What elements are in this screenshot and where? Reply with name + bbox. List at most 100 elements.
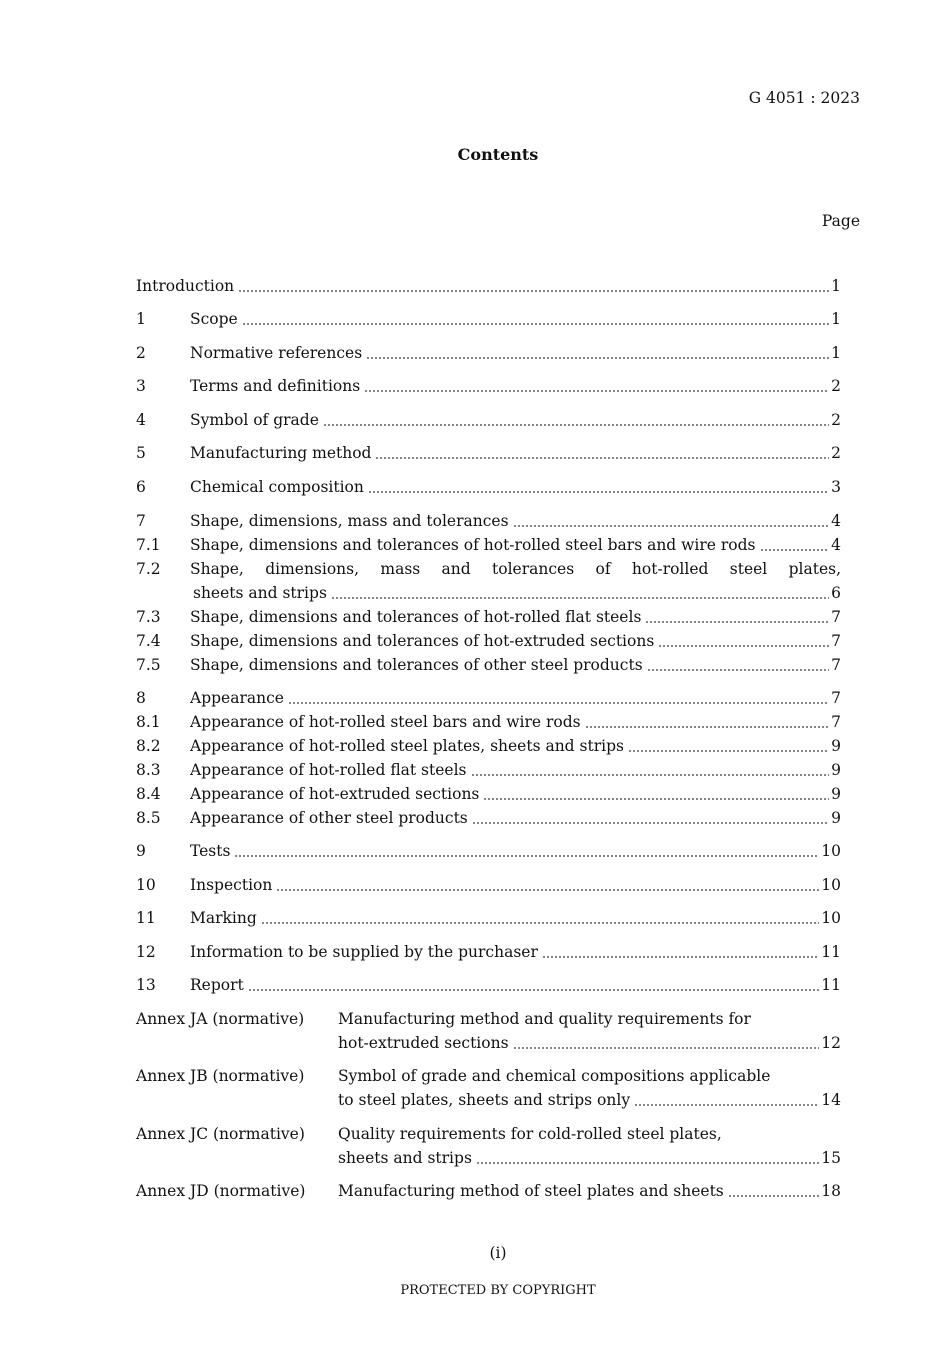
toc-entry[interactable]: Annex JA (normative) Manufacturing method… xyxy=(136,1010,841,1032)
toc-entry[interactable]: 13 Report 11 xyxy=(136,976,841,998)
dot-leader xyxy=(276,882,820,892)
entry-number: 8.1 xyxy=(136,713,161,731)
entry-page: 2 xyxy=(831,377,841,395)
toc-entry[interactable]: 8.3 Appearance of hot-rolled flat steels 9 xyxy=(136,761,841,783)
entry-page: 7 xyxy=(831,656,841,674)
entry-number: Annex JC (normative) xyxy=(136,1125,305,1143)
toc-entry[interactable]: Introduction 1 xyxy=(136,277,841,299)
entry-title: Shape, dimensions and tolerances of othe… xyxy=(190,656,643,674)
entry-title: Marking xyxy=(190,909,257,927)
dot-leader xyxy=(287,695,830,705)
entry-title: Shape, dimensions, mass and tolerances xyxy=(190,512,509,530)
dot-leader xyxy=(364,383,830,393)
entry-number: 7.2 xyxy=(136,560,161,578)
entry-page: 7 xyxy=(831,608,841,626)
toc-entry[interactable]: 7.4 Shape, dimensions and tolerances of h… xyxy=(136,632,841,654)
entry-number: 4 xyxy=(136,411,146,429)
dot-leader xyxy=(322,417,830,427)
entry-title: Appearance xyxy=(190,689,284,707)
entry-title: Information to be supplied by the purcha… xyxy=(190,943,538,961)
dot-leader xyxy=(470,767,830,777)
toc-entry[interactable]: 1 Scope 1 xyxy=(136,310,841,332)
entry-page: 1 xyxy=(831,277,841,295)
entry-number: Annex JD (normative) xyxy=(136,1182,306,1200)
entry-number: 8 xyxy=(136,689,146,707)
dot-leader xyxy=(475,1155,820,1165)
entry-page: 15 xyxy=(821,1149,841,1167)
toc-entry[interactable]: Annex JC (normative) Quality requirements… xyxy=(136,1125,841,1147)
dot-leader xyxy=(260,915,820,925)
document-id: G 4051 : 2023 xyxy=(748,89,860,107)
entry-page: 4 xyxy=(831,512,841,530)
toc-entry[interactable]: 7.3 Shape, dimensions and tolerances of h… xyxy=(136,608,841,630)
entry-title: Appearance of hot-rolled steel plates, s… xyxy=(190,737,624,755)
entry-page: 9 xyxy=(831,809,841,827)
entry-title: Manufacturing method of steel plates and… xyxy=(338,1182,724,1200)
entry-page: 6 xyxy=(831,584,841,602)
entry-page: 18 xyxy=(821,1182,841,1200)
entry-page: 10 xyxy=(821,842,841,860)
toc-entry[interactable]: Annex JB (normative) Symbol of grade and … xyxy=(136,1067,841,1089)
toc-entry-continued: sheets and strips 6 xyxy=(136,584,841,606)
entry-number: 9 xyxy=(136,842,146,860)
toc-entry[interactable]: 7 Shape, dimensions, mass and tolerances 4 xyxy=(136,512,841,534)
dot-leader xyxy=(241,316,830,326)
dot-leader xyxy=(238,283,830,293)
toc-entry[interactable]: 8.1 Appearance of hot-rolled steel bars a… xyxy=(136,713,841,735)
entry-title: Symbol of grade and chemical composition… xyxy=(338,1067,771,1085)
dot-leader xyxy=(471,815,830,825)
dot-leader xyxy=(627,743,830,753)
toc-entry[interactable]: 8.4 Appearance of hot-extruded sections 9 xyxy=(136,785,841,807)
toc-entry[interactable]: 3 Terms and definitions 2 xyxy=(136,377,841,399)
dot-leader xyxy=(727,1188,820,1198)
entry-number: 8.5 xyxy=(136,809,161,827)
entry-title: Appearance of other steel products xyxy=(190,809,468,827)
dot-leader xyxy=(247,982,820,992)
dot-leader xyxy=(634,1097,820,1107)
entry-title: Appearance of hot-extruded sections xyxy=(190,785,480,803)
entry-page: 14 xyxy=(821,1091,841,1109)
dot-leader xyxy=(375,450,830,460)
entry-page: 1 xyxy=(831,310,841,328)
toc-entry[interactable]: 5 Manufacturing method 2 xyxy=(136,444,841,466)
entry-page: 9 xyxy=(831,761,841,779)
toc-entry[interactable]: 10 Inspection 10 xyxy=(136,876,841,898)
toc-entry[interactable]: 12 Information to be supplied by the purc… xyxy=(136,943,841,965)
toc-entry[interactable]: 7.1 Shape, dimensions and tolerances of h… xyxy=(136,536,841,558)
toc-entry[interactable]: 6 Chemical composition 3 xyxy=(136,478,841,500)
entry-number: 2 xyxy=(136,344,146,362)
toc-entry-continued: hot-extruded sections 12 xyxy=(136,1034,841,1056)
page-column-label: Page xyxy=(821,212,860,230)
entry-title: Shape, dimensions, mass and tolerances o… xyxy=(190,560,841,578)
toc-entry[interactable]: 7.2 Shape, dimensions, mass and tolerance… xyxy=(136,560,841,582)
entry-title: Appearance of hot-rolled flat steels xyxy=(190,761,467,779)
entry-title: Introduction xyxy=(136,277,235,295)
entry-title-continued: to steel plates, sheets and strips only xyxy=(338,1091,631,1109)
toc-entry[interactable]: 8 Appearance 7 xyxy=(136,689,841,711)
entry-page: 9 xyxy=(831,785,841,803)
toc-entry[interactable]: 2 Normative references 1 xyxy=(136,344,841,366)
toc-entry[interactable]: 8.2 Appearance of hot-rolled steel plates… xyxy=(136,737,841,759)
toc-entry-continued: to steel plates, sheets and strips only 1… xyxy=(136,1091,841,1113)
entry-page: 2 xyxy=(831,444,841,462)
toc-entry[interactable]: Annex JD (normative) Manufacturing method… xyxy=(136,1182,841,1204)
toc-entry[interactable]: 11 Marking 10 xyxy=(136,909,841,931)
entry-number: 8.4 xyxy=(136,785,161,803)
toc-entry[interactable]: 9 Tests 10 xyxy=(136,842,841,864)
entry-number: 8.3 xyxy=(136,761,161,779)
entry-title: Normative references xyxy=(190,344,363,362)
dot-leader xyxy=(541,949,820,959)
entry-title: Quality requirements for cold-rolled ste… xyxy=(338,1125,722,1143)
entry-page: 1 xyxy=(831,344,841,362)
toc-entry[interactable]: 4 Symbol of grade 2 xyxy=(136,411,841,433)
entry-title: Terms and definitions xyxy=(190,377,361,395)
entry-page: 4 xyxy=(831,536,841,554)
dot-leader xyxy=(366,350,830,360)
toc-entry[interactable]: 7.5 Shape, dimensions and tolerances of o… xyxy=(136,656,841,678)
entry-number: 5 xyxy=(136,444,146,462)
entry-number: 8.2 xyxy=(136,737,161,755)
toc-entry[interactable]: 8.5 Appearance of other steel products 9 xyxy=(136,809,841,831)
dot-leader xyxy=(658,638,830,648)
entry-title: Scope xyxy=(190,310,238,328)
dot-leader xyxy=(646,662,830,672)
